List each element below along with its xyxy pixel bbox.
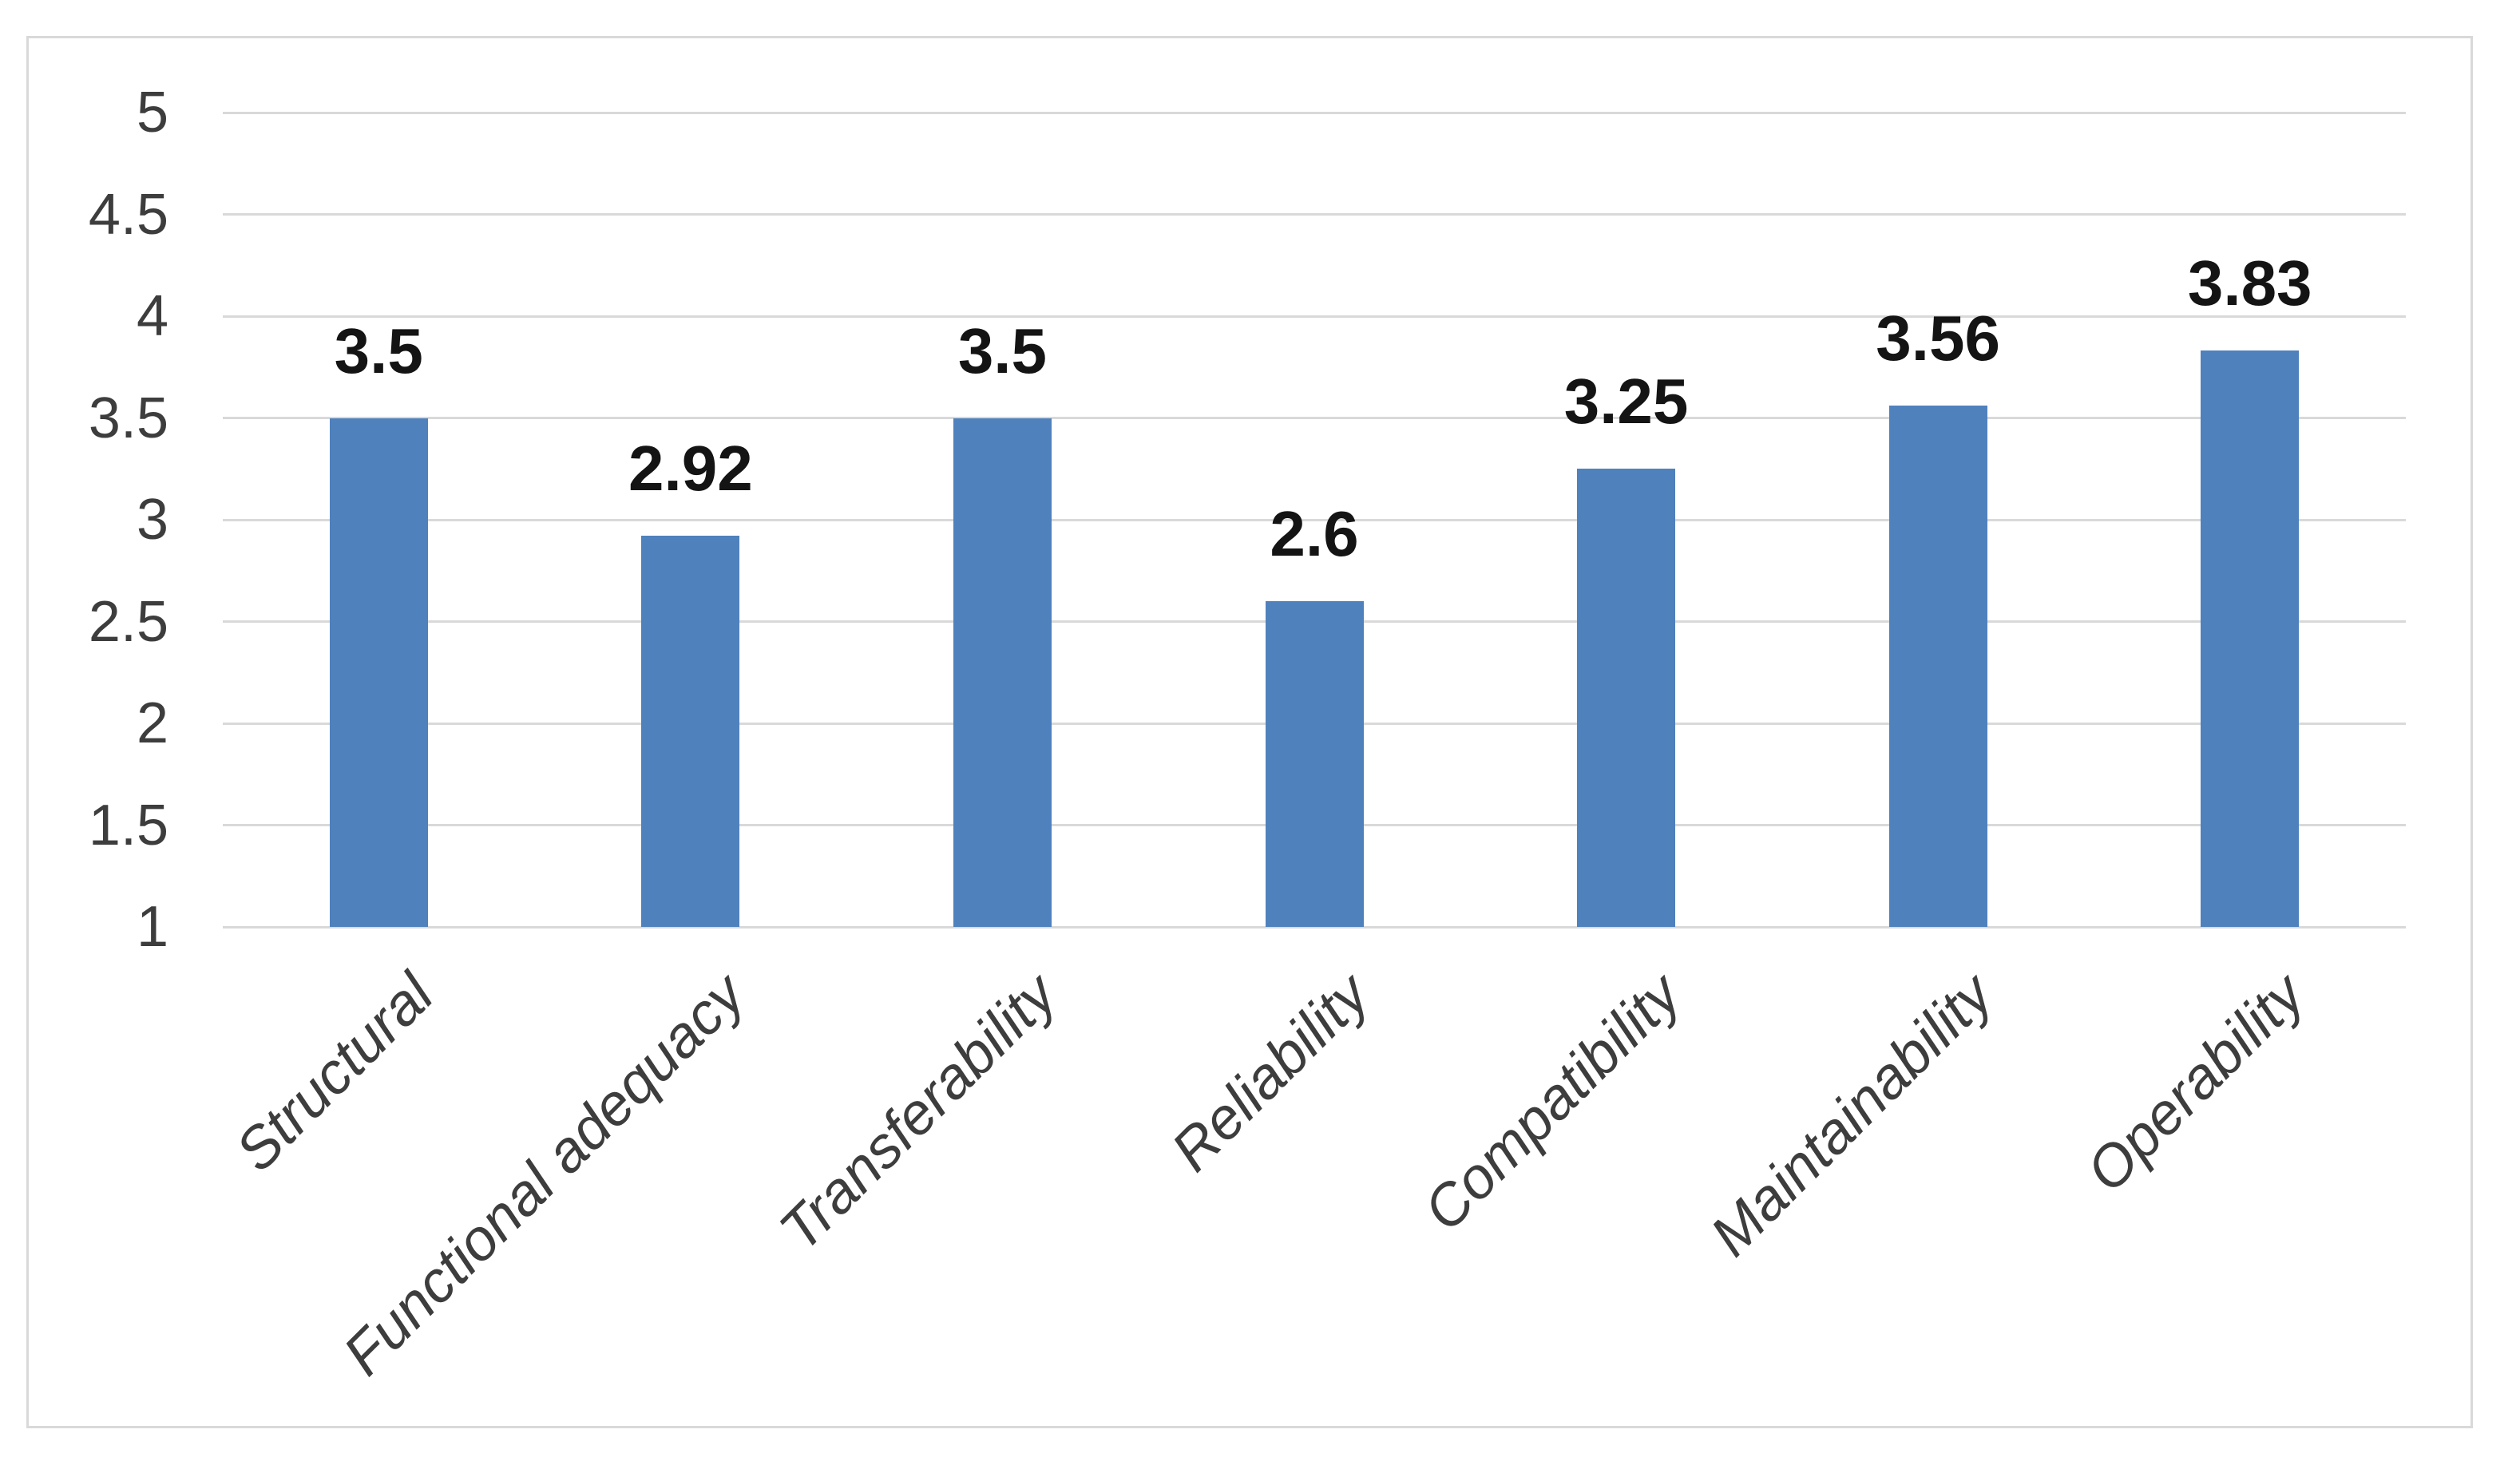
x-category-label: Maintainability <box>1698 961 2005 1269</box>
gridline <box>223 518 2406 521</box>
bar-data-label: 3.25 <box>1563 366 1689 438</box>
bar <box>1888 406 1987 927</box>
gridline <box>223 111 2406 114</box>
y-tick-label: 4.5 <box>88 182 168 247</box>
bars-layer <box>29 38 2470 1426</box>
bar-data-label: 2.6 <box>1270 498 1359 569</box>
bar <box>329 418 428 927</box>
gridline <box>223 315 2406 318</box>
y-tick-label: 5 <box>136 81 168 145</box>
bar-data-label: 2.92 <box>628 433 753 505</box>
bar <box>1577 469 1676 927</box>
y-axis-layer: 5 4.5 4 3.5 3 2.5 2 1.5 1 <box>29 38 2470 1426</box>
bar-data-label: 3.5 <box>957 315 1048 386</box>
gridline <box>223 417 2406 419</box>
bar <box>953 418 1052 927</box>
y-tick-label: 2.5 <box>88 589 168 654</box>
y-tick-label: 3.5 <box>88 386 168 450</box>
x-category-label: Compatibility <box>1411 961 1694 1244</box>
x-category-label: Operability <box>2074 961 2317 1205</box>
x-category-label: Structural <box>223 961 446 1184</box>
x-axis-layer: Structural Functional adequacy Transferabi… <box>29 38 2470 1426</box>
gridline <box>223 213 2406 216</box>
bar <box>1265 601 1364 927</box>
bar <box>641 536 740 927</box>
y-tick-label: 4 <box>136 284 168 348</box>
bar-data-label: 3.5 <box>334 315 423 386</box>
y-tick-label: 3 <box>136 488 168 552</box>
y-tick-label: 1 <box>136 895 168 959</box>
chart-frame: 5 4.5 4 3.5 3 2.5 2 1.5 1 3.5 2.92 3.5 2.6 3.25 3.56 3… <box>26 36 2473 1428</box>
y-tick-label: 2 <box>136 691 168 755</box>
bar-data-label: 3.83 <box>2187 247 2312 319</box>
gridline <box>223 925 2406 929</box>
data-labels-layer: 3.5 2.92 3.5 2.6 3.25 3.56 3.83 <box>29 38 2470 1426</box>
bar <box>2201 350 2300 927</box>
bar-data-label: 3.56 <box>1876 303 2000 374</box>
x-category-label: Transferability <box>767 961 1070 1264</box>
y-tick-label: 1.5 <box>88 793 168 857</box>
x-category-label: Reliability <box>1159 961 1381 1184</box>
